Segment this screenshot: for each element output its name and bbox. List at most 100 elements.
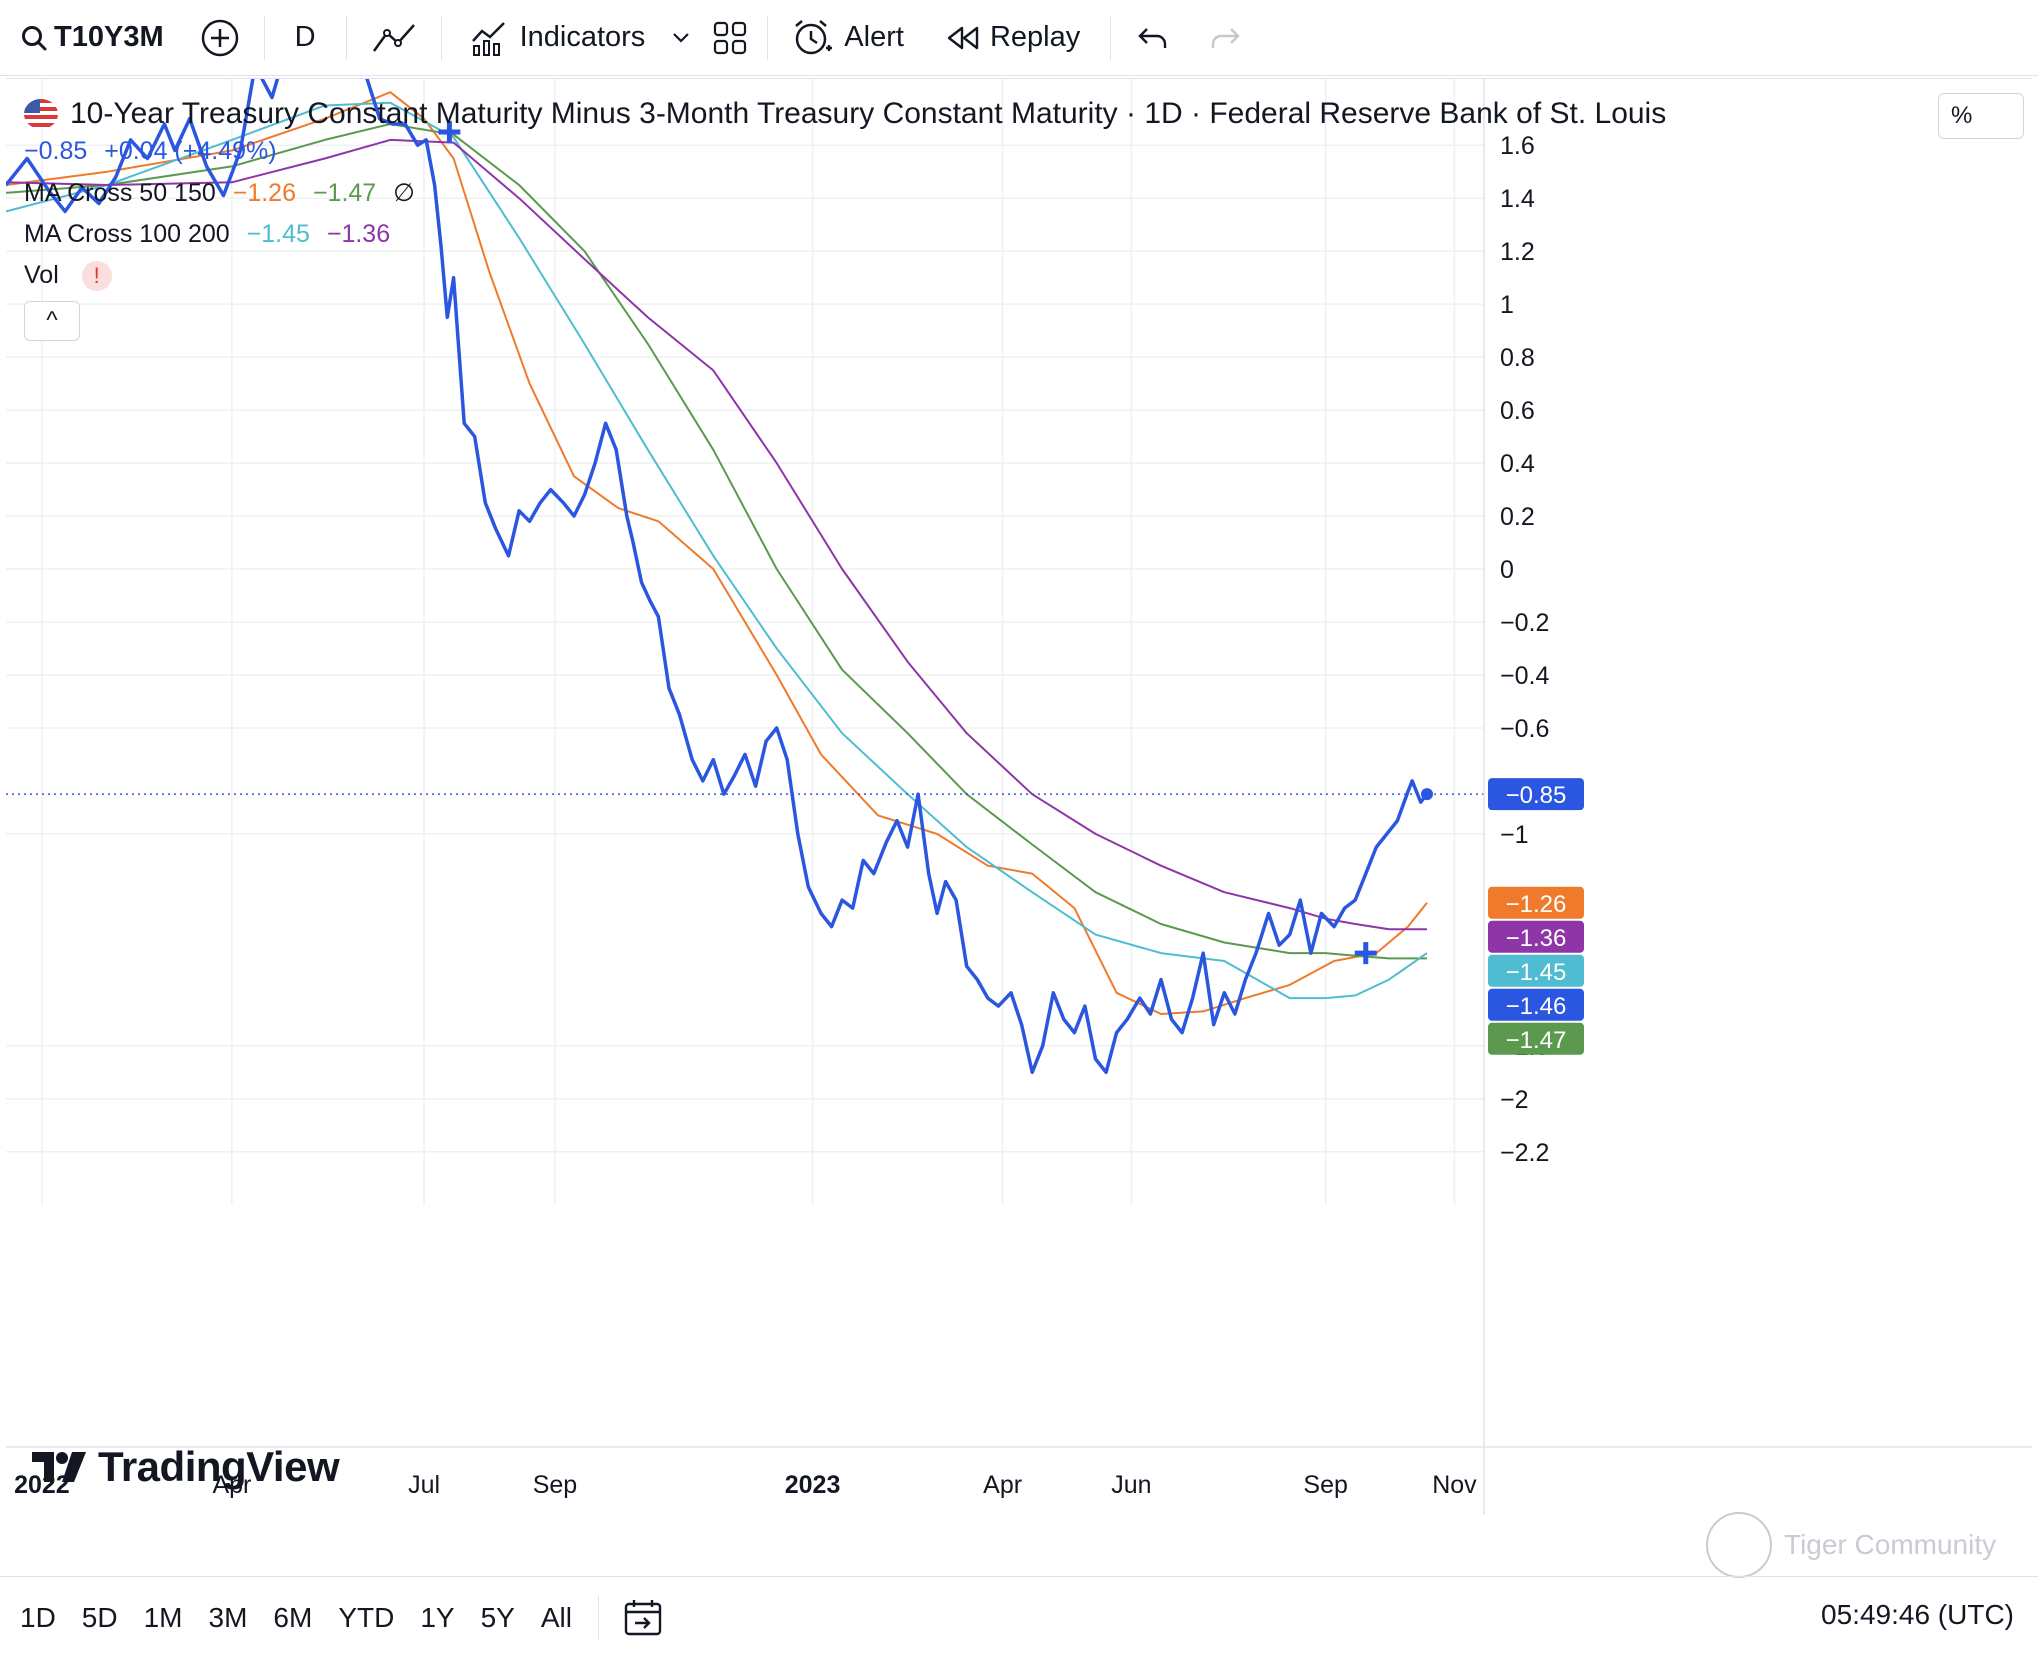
grid-icon xyxy=(714,21,747,54)
x-tick-label: Sep xyxy=(533,1471,577,1499)
replay-rewind-icon xyxy=(947,26,979,49)
chart-legend: 10-Year Treasury Constant Maturity Minus… xyxy=(24,97,1666,341)
symbol-label: T10Y3M xyxy=(54,21,164,53)
axes: 1.6 1.4 1.2 1 0.8 0.6 0.4 0.2 0 −0.2 −0.4 −0.6 −1 −1.… xyxy=(6,79,2032,1515)
search-icon xyxy=(22,25,47,50)
price-change-row: −0.85 +0.04 (+4.49%) xyxy=(24,137,1666,166)
line-chart-icon xyxy=(372,23,415,52)
range-6m[interactable]: 6M xyxy=(273,1601,313,1633)
price-tag-0-text: −1.26 xyxy=(1506,891,1567,918)
undo-button[interactable] xyxy=(1111,0,1195,76)
replay-button[interactable]: Replay xyxy=(916,0,1110,76)
range-5d[interactable]: 5D xyxy=(81,1601,118,1633)
ma-cross-1-row[interactable]: MA Cross 50 150 −1.26 −1.47 ∅ xyxy=(24,178,1666,208)
range-all[interactable]: All xyxy=(540,1601,572,1633)
interval-label: D xyxy=(294,21,316,53)
watermark-text: Tiger Community xyxy=(1784,1529,1997,1560)
price-tag-1-bg xyxy=(1488,920,1584,953)
collapse-legend-button[interactable]: ^ xyxy=(24,301,80,341)
x-tick-label: Apr xyxy=(983,1471,1022,1499)
series-group xyxy=(6,79,1429,1075)
chevron-down-icon xyxy=(673,32,690,43)
indicators-label: Indicators xyxy=(519,21,646,53)
x-tick-label: Apr xyxy=(212,1471,251,1499)
compare-button[interactable] xyxy=(176,0,264,76)
y-tick-label: −0.2 xyxy=(1500,609,1549,637)
y-tick-label: −0.4 xyxy=(1500,662,1549,690)
x-tick-label: 2022 xyxy=(14,1471,70,1499)
price-tag-3-bg xyxy=(1488,988,1584,1021)
price-tag-2-bg xyxy=(1488,954,1584,987)
tradingview-wordmark: TradingView xyxy=(98,1443,340,1490)
range-5y[interactable]: 5Y xyxy=(480,1601,515,1633)
range-ytd[interactable]: YTD xyxy=(338,1601,395,1633)
volume-row[interactable]: Vol ! xyxy=(24,261,1666,291)
redo-button[interactable] xyxy=(1195,0,1255,76)
plus-circle-icon xyxy=(201,19,238,56)
range-1y[interactable]: 1Y xyxy=(420,1601,455,1633)
x-tick-label: Jun xyxy=(1111,1471,1151,1499)
indicators-icon xyxy=(471,21,505,56)
ma-cross-2-row[interactable]: MA Cross 100 200 −1.45 −1.36 xyxy=(24,220,1666,249)
volume-label: Vol xyxy=(24,261,59,289)
toolbar-divider xyxy=(345,15,347,60)
toolbar-divider xyxy=(1110,15,1112,60)
y-tick-label: 0 xyxy=(1500,556,1514,584)
tradingview-mark-icon xyxy=(32,1452,86,1482)
layouts-button[interactable] xyxy=(705,0,767,76)
series-line-ma-150 xyxy=(6,123,1427,960)
tiger-logo-icon xyxy=(1706,1512,1772,1578)
ma-cross-1-empty: ∅ xyxy=(393,179,415,207)
scale-unit-button[interactable]: % xyxy=(1938,93,2024,139)
y-tick-label: 1.4 xyxy=(1500,185,1535,213)
last-price-tag-text: −0.85 xyxy=(1506,782,1567,809)
symbol-search[interactable]: T10Y3M xyxy=(0,0,176,76)
y-tick-label: 1.2 xyxy=(1500,238,1535,266)
price-change: +0.04 (+4.49%) xyxy=(104,137,277,165)
top-toolbar: T10Y3M D Indicators xyxy=(0,0,2038,76)
bottom-toolbar: 1D 5D 1M 3M 6M YTD 1Y 5Y All 05:49:46 (U… xyxy=(0,1576,2038,1658)
chart-type-button[interactable] xyxy=(347,0,441,76)
utc-clock[interactable]: 05:49:46 (UTC) xyxy=(1821,1599,2014,1630)
toolbar-divider xyxy=(597,1595,599,1640)
range-1d[interactable]: 1D xyxy=(20,1601,56,1633)
toolbar-divider xyxy=(767,15,769,60)
warning-icon[interactable]: ! xyxy=(81,261,112,291)
last-price-dot xyxy=(1420,788,1433,801)
price-chart[interactable]: 1.6 1.4 1.2 1 0.8 0.6 0.4 0.2 0 −0.2 −0.4 −0.6 −1 −1.… xyxy=(6,79,2032,1515)
price-tag-4-text: −1.47 xyxy=(1506,1027,1567,1054)
range-1m[interactable]: 1M xyxy=(143,1601,183,1633)
y-tick-label: −0.6 xyxy=(1500,715,1549,743)
y-tick-label: −2 xyxy=(1500,1086,1529,1114)
price-tag-1-text: −1.36 xyxy=(1506,925,1567,952)
series-line-t10y3m xyxy=(6,79,1429,1075)
calendar-goto-icon[interactable] xyxy=(623,1598,663,1638)
y-tick-label: 0.8 xyxy=(1500,344,1535,372)
series-line-ma-50 xyxy=(6,91,1428,1015)
chart-area[interactable]: 1.6 1.4 1.2 1 0.8 0.6 0.4 0.2 0 −0.2 −0.4 −0.6 −1 −1.… xyxy=(6,78,2032,1515)
price-tag-4-bg xyxy=(1488,1022,1584,1055)
range-3m[interactable]: 3M xyxy=(208,1601,248,1633)
last-value: −0.85 xyxy=(24,137,88,165)
x-tick-label: Jul xyxy=(408,1471,440,1499)
redo-icon xyxy=(1212,27,1240,48)
indicators-button[interactable]: Indicators xyxy=(442,0,658,76)
alert-label: Alert xyxy=(844,21,904,53)
y-tick-label: 1.6 xyxy=(1500,132,1535,160)
x-tick-label: Sep xyxy=(1303,1471,1347,1499)
y-tick-label: 0.6 xyxy=(1500,397,1535,425)
x-tick-label: 2023 xyxy=(785,1471,841,1499)
ma-cross-2-slow: −1.36 xyxy=(326,220,391,248)
toolbar-divider xyxy=(440,15,442,60)
y-tick-label: 0.4 xyxy=(1500,450,1535,478)
y-tick-label: −2.2 xyxy=(1500,1139,1549,1167)
last-price-tag-bg xyxy=(1488,778,1584,811)
alert-button[interactable]: Alert xyxy=(768,0,916,76)
toolbar-divider xyxy=(263,15,265,60)
interval-button[interactable]: D xyxy=(265,0,346,76)
ma-cross-1-slow: −1.47 xyxy=(312,179,377,207)
indicators-dropdown[interactable] xyxy=(657,0,705,76)
y-tick-label: 1 xyxy=(1500,291,1514,319)
ma-cross-2-label: MA Cross 100 200 xyxy=(24,220,230,248)
ma-cross-2-fast: −1.45 xyxy=(246,220,310,248)
